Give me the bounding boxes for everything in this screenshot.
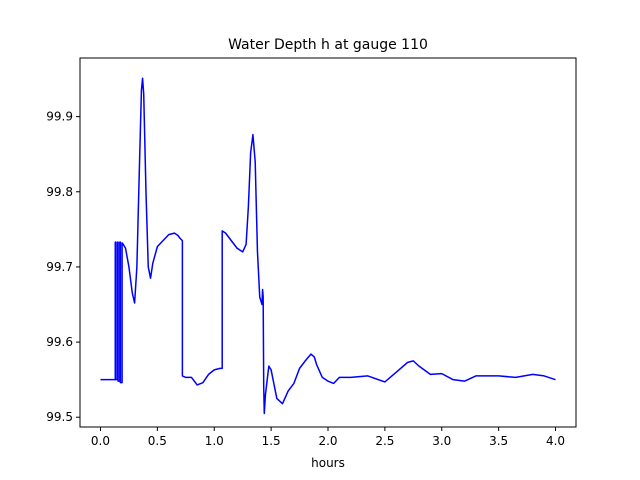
chart-title: Water Depth h at gauge 110 bbox=[228, 37, 428, 53]
y-tick-label: 99.6 bbox=[46, 335, 73, 349]
plot-area bbox=[100, 77, 556, 415]
x-tick-label: 1.0 bbox=[205, 434, 224, 448]
y-tick-label: 99.9 bbox=[46, 110, 73, 124]
y-tick-label: 99.7 bbox=[46, 260, 73, 274]
x-tick-label: 1.5 bbox=[262, 434, 281, 448]
plot-frame bbox=[79, 57, 577, 428]
x-tick-label: 0.5 bbox=[148, 434, 167, 448]
x-tick-label: 2.0 bbox=[318, 434, 337, 448]
x-tick-label: 3.5 bbox=[489, 434, 508, 448]
x-tick-label: 3.0 bbox=[432, 434, 451, 448]
y-axis: 99.5 99.6 99.7 99.8 99.9 bbox=[46, 110, 80, 424]
x-axis: 0.0 0.5 1.0 1.5 2.0 2.5 3.0 3.5 4.0 bbox=[91, 427, 565, 448]
x-axis-label: hours bbox=[311, 456, 345, 470]
series-line-0 bbox=[100, 77, 556, 415]
x-tick-label: 0.0 bbox=[91, 434, 110, 448]
x-tick-label: 2.5 bbox=[375, 434, 394, 448]
y-tick-label: 99.8 bbox=[46, 185, 73, 199]
x-tick-label: 4.0 bbox=[546, 434, 565, 448]
y-tick-label: 99.5 bbox=[46, 410, 73, 424]
